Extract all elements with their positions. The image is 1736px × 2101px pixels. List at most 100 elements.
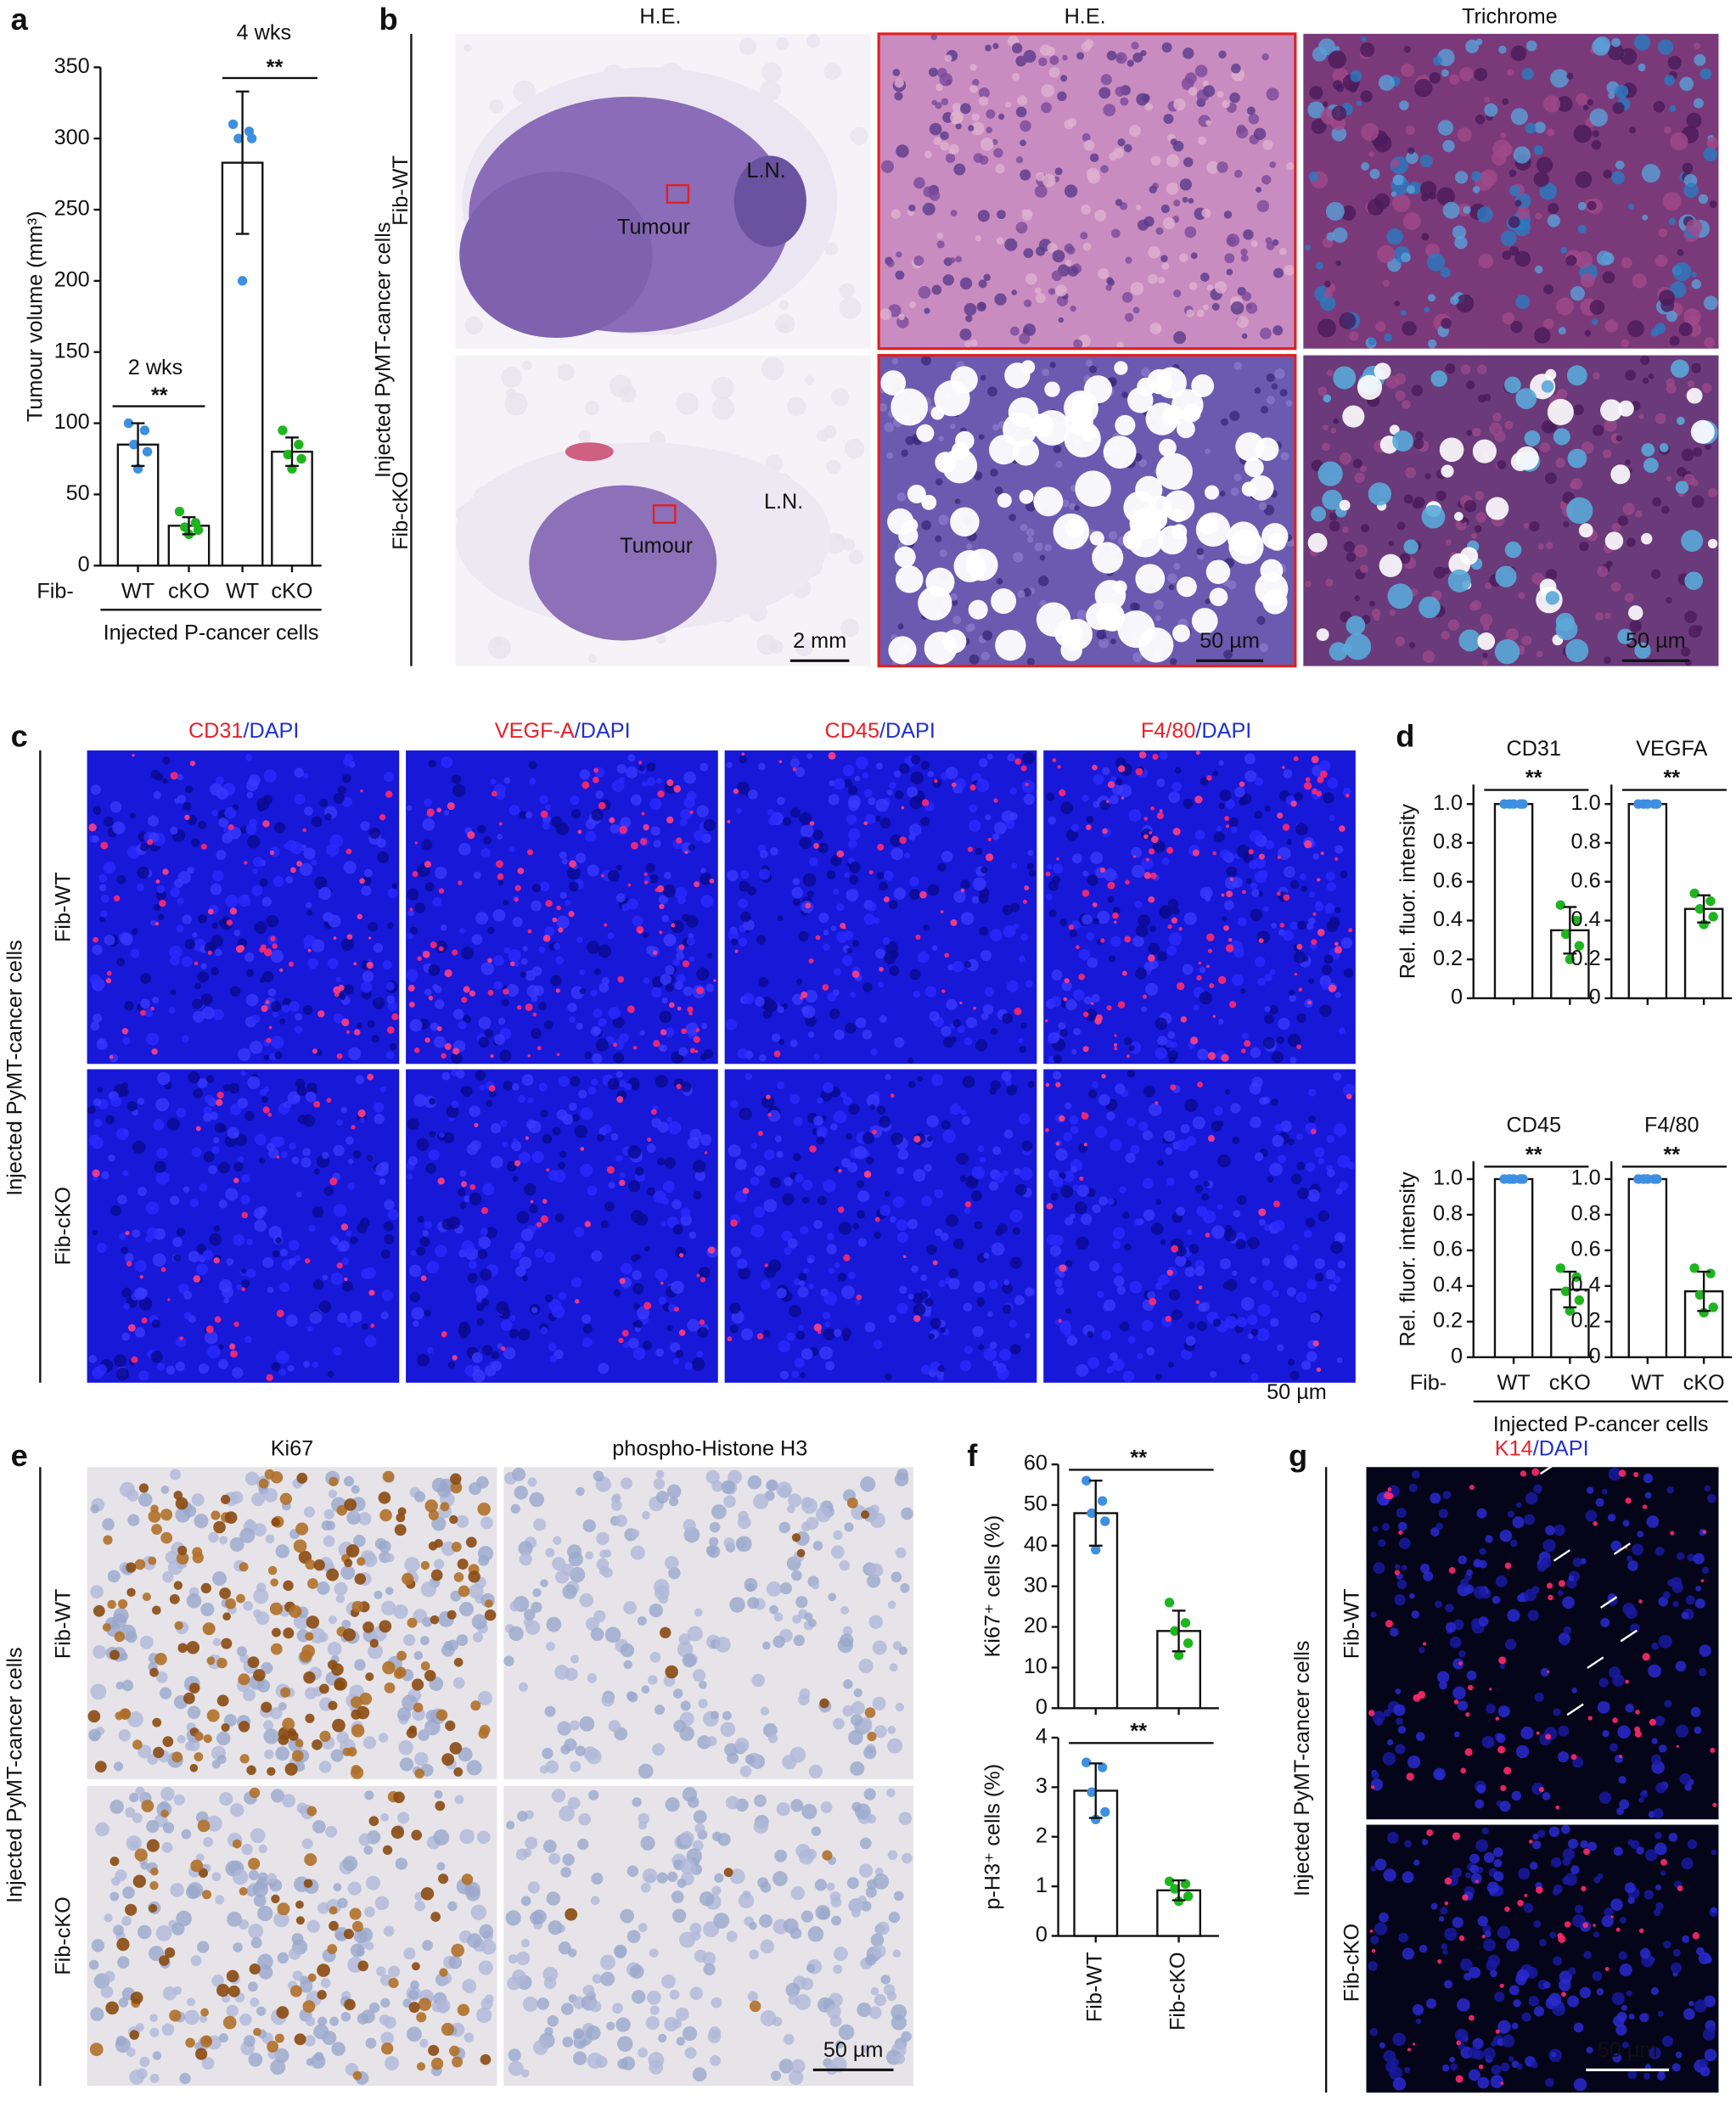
tissue-texture	[1282, 823, 1290, 831]
tissue-texture	[876, 1105, 886, 1115]
scale-bar-label: 2 mm	[793, 629, 846, 653]
tissue-texture	[941, 1120, 951, 1130]
tissue-texture	[317, 1963, 330, 1977]
tissue-texture	[1244, 753, 1256, 765]
tissue-texture	[1289, 989, 1295, 997]
tissue-texture	[1051, 969, 1063, 981]
tissue-texture	[1070, 1126, 1079, 1134]
tissue-texture	[826, 870, 836, 879]
tissue-texture	[1086, 824, 1092, 830]
tissue-texture	[1155, 1017, 1168, 1031]
tissue-texture	[1216, 91, 1224, 98]
tissue-texture	[1206, 775, 1212, 781]
tissue-texture	[955, 430, 975, 451]
tissue-texture	[679, 1253, 684, 1258]
tissue-texture	[1087, 874, 1098, 886]
tissue-texture	[544, 1251, 556, 1263]
tissue-texture	[659, 903, 665, 910]
tissue-texture	[1608, 92, 1615, 99]
tissue-texture	[434, 999, 445, 1009]
tissue-texture	[1160, 204, 1171, 214]
tissue-texture	[621, 1329, 629, 1337]
tissue-texture	[1707, 538, 1718, 549]
tissue-texture	[1076, 52, 1085, 60]
tissue-texture	[1453, 512, 1464, 521]
tissue-texture	[121, 1332, 131, 1341]
tissue-texture	[1495, 565, 1517, 587]
tissue-texture	[1011, 862, 1018, 869]
tissue-texture	[627, 1145, 642, 1159]
tissue-texture	[233, 1132, 239, 1138]
tissue-texture	[1577, 224, 1587, 233]
tissue-texture	[1053, 862, 1064, 874]
tissue-texture	[1533, 145, 1543, 155]
tissue-texture	[472, 1632, 483, 1643]
tissue-texture	[969, 804, 977, 813]
tissue-texture	[991, 588, 1017, 615]
tissue-texture	[896, 1231, 909, 1244]
tissue-texture	[842, 955, 853, 966]
tissue-texture	[1223, 211, 1233, 219]
tissue-texture	[189, 1198, 199, 1208]
tissue-texture	[327, 1641, 342, 1656]
tissue-texture	[416, 1138, 430, 1151]
tissue-texture	[847, 840, 857, 849]
tissue-texture	[518, 1151, 531, 1164]
tissue-texture	[1124, 1243, 1132, 1251]
tissue-texture	[1399, 553, 1411, 565]
tissue-texture	[116, 1937, 130, 1952]
tissue-texture	[322, 1152, 329, 1160]
tissue-texture	[393, 1791, 405, 1804]
tissue-texture	[1128, 809, 1142, 823]
tissue-texture	[767, 1479, 778, 1491]
tissue-texture	[980, 950, 992, 961]
tissue-texture	[331, 1663, 344, 1676]
tissue-texture	[90, 1504, 99, 1514]
tissue-texture	[894, 546, 916, 568]
tissue-texture	[632, 1270, 642, 1280]
tissue-texture	[953, 163, 966, 176]
tissue-texture	[327, 958, 339, 969]
tissue-texture	[334, 1677, 347, 1691]
tissue-texture	[522, 946, 528, 952]
tissue-texture	[486, 1227, 497, 1239]
tissue-texture	[1057, 91, 1067, 102]
tissue-texture	[246, 1765, 256, 1775]
tissue-texture	[691, 1357, 705, 1372]
tissue-texture	[643, 1301, 652, 1310]
tissue-texture	[245, 969, 254, 977]
tissue-texture	[355, 1075, 365, 1085]
tissue-texture	[971, 113, 980, 122]
micrograph	[87, 1069, 400, 1383]
tissue-texture	[1612, 102, 1625, 115]
tissue-texture	[125, 1806, 136, 1818]
tissue-texture	[1064, 184, 1078, 198]
tissue-texture	[813, 1220, 823, 1229]
tissue-texture	[1229, 877, 1233, 881]
tissue-texture	[188, 1071, 200, 1084]
tissue-texture	[1250, 882, 1257, 890]
tissue-texture	[675, 1349, 684, 1358]
tissue-texture	[440, 924, 447, 931]
tissue-texture	[152, 2051, 162, 2060]
tissue-texture	[1188, 1322, 1195, 1329]
tissue-texture	[155, 890, 167, 901]
tissue-texture	[761, 62, 782, 82]
tissue-texture	[666, 816, 674, 824]
tissue-texture	[919, 1290, 929, 1300]
tissue-texture	[1175, 1255, 1187, 1267]
tissue-texture	[529, 778, 537, 785]
tissue-texture	[1135, 475, 1163, 503]
tissue-texture	[888, 900, 898, 910]
tissue-texture	[417, 1353, 430, 1367]
tissue-texture	[368, 1816, 379, 1827]
tissue-texture	[503, 1347, 516, 1360]
tissue-texture	[615, 893, 626, 902]
tissue-texture	[1477, 394, 1486, 403]
tissue-texture	[140, 973, 152, 984]
tissue-texture	[1307, 1000, 1312, 1005]
tissue-texture	[1176, 1206, 1185, 1216]
tissue-texture	[579, 969, 585, 975]
tissue-texture	[295, 1739, 304, 1748]
tissue-texture	[1258, 869, 1268, 879]
